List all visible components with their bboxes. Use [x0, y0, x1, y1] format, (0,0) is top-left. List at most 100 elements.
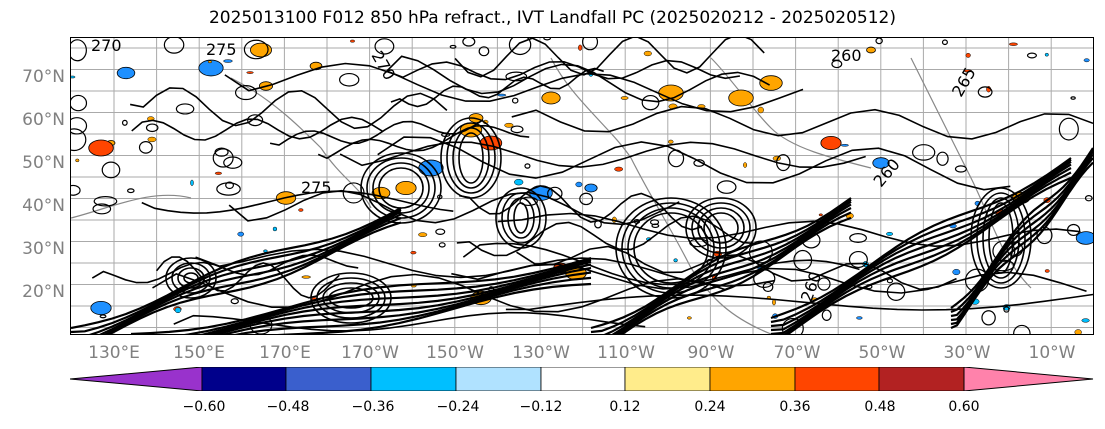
refractivity-patch: [301, 275, 311, 279]
ivt-contour: [1058, 117, 1079, 141]
refractivity-patch: [818, 213, 823, 217]
lat-label: 60°N: [22, 110, 65, 130]
refractivity-patch: [575, 181, 583, 188]
ivt-contour: [1026, 52, 1037, 59]
ivt-contour: [310, 272, 392, 324]
refractivity-patch: [214, 171, 222, 175]
ivt-contour: [793, 249, 813, 271]
ivt-contour: [831, 59, 843, 69]
refractivity-patch: [90, 300, 112, 316]
ivt-contour: [603, 200, 852, 334]
ivt-contour: [697, 207, 745, 249]
ivt-contour: [184, 258, 592, 334]
map-svg: 270 275 270 260 265 260 260 275: [71, 38, 1093, 334]
ivt-contour: [488, 286, 495, 293]
ivt-contour: [641, 94, 660, 111]
ivt-contour: [438, 242, 446, 248]
ivt-contour: [121, 119, 128, 126]
ivt-contour: [495, 187, 547, 249]
map-title: 2025013100 F012 850 hPa refract., IVT La…: [208, 8, 896, 28]
refractivity-patch: [1081, 318, 1090, 323]
colorbar-tick-label: −0.60: [182, 399, 226, 415]
refractivity-patch: [1044, 52, 1049, 57]
ivt-contour: [208, 263, 592, 334]
refractivity-patch: [687, 316, 692, 320]
ivt-contour: [101, 161, 121, 179]
ivt-contour: [685, 197, 757, 259]
ivt-contour: [71, 128, 87, 152]
ivt-contour: [781, 317, 804, 334]
ivt-contour: [129, 87, 448, 130]
ivt-contour: [269, 119, 484, 146]
ivt-contour: [127, 188, 135, 194]
ivt-contour: [886, 282, 906, 301]
ivt-contour: [99, 314, 107, 319]
colorbar-tick-label: −0.12: [519, 399, 563, 415]
ivt-contour: [716, 180, 737, 194]
ivt-contour: [91, 254, 359, 284]
ivt-contour: [693, 159, 705, 167]
ivt-contour: [627, 207, 715, 289]
colorbar-cell: [70, 367, 203, 391]
ivt-contour: [579, 192, 594, 206]
refractivity-patch: [116, 66, 136, 80]
refractivity-patch: [840, 143, 849, 147]
ivt-contour: [519, 196, 538, 207]
ivt-contour: [107, 221, 402, 334]
refractivity-patch: [497, 93, 507, 97]
ivt-contour: [1084, 195, 1093, 202]
refractivity-patch: [952, 268, 961, 276]
refractivity-patch: [772, 299, 776, 306]
ivt-contour: [786, 176, 1072, 334]
refractivity-patch: [872, 157, 890, 169]
ivt-contour: [366, 157, 436, 219]
ivt-contour: [234, 276, 592, 334]
refractivity-patch: [820, 135, 842, 151]
colorbar-cell: [201, 367, 287, 391]
map-panel: 270 275 270 260 265 260 260 275: [70, 37, 1094, 335]
lon-label: 50°W: [858, 343, 906, 363]
lon-label: 170°E: [259, 343, 311, 363]
ivt-contour: [71, 208, 402, 334]
refractivity-patch: [728, 89, 754, 107]
ivt-contour: [590, 197, 852, 330]
ivt-contour: [590, 198, 852, 334]
ivt-contour: [360, 152, 442, 224]
refractivity-patch: [886, 231, 894, 236]
ivt-contour: [152, 273, 726, 313]
refractivity-patch: [866, 46, 876, 54]
ivt-contour: [1013, 324, 1031, 334]
ivt-contour: [753, 269, 776, 288]
ivt-contour: [200, 260, 592, 334]
ivt-contour: [990, 259, 1015, 272]
ivt-contour: [524, 163, 531, 169]
ivt-contour: [454, 38, 765, 78]
refractivity-patch: [246, 71, 254, 74]
ivt-contour: [981, 310, 996, 326]
ivt-contour: [225, 181, 235, 190]
ivt-contour: [163, 38, 185, 54]
ivt-contour: [1066, 223, 1081, 237]
ivt-contour: [89, 210, 402, 334]
ivt-contour: [982, 197, 1020, 279]
ivt-contour: [1070, 96, 1076, 100]
colorbar-cell: [285, 367, 372, 391]
ivt-contour: [478, 46, 490, 57]
ivt-contour: [339, 141, 866, 169]
lon-label: 10°W: [1028, 343, 1076, 363]
lat-label: 70°N: [22, 67, 65, 87]
contour-label: 275: [301, 178, 332, 197]
ivt-contour: [936, 151, 949, 166]
ivt-contour: [992, 240, 1016, 262]
ivt-contour: [875, 38, 883, 45]
ivt-contour: [130, 256, 592, 334]
ivt-contour: [462, 38, 476, 47]
ivt-contour: [99, 213, 402, 334]
ivt-contour: [440, 117, 502, 199]
ivt-contour: [131, 116, 384, 141]
refractivity-patch: [395, 180, 417, 196]
ivt-contour: [513, 202, 529, 234]
colorbar-cell: [624, 367, 711, 391]
colorbar-tick-label: −0.24: [436, 399, 480, 415]
lon-label: 150°E: [173, 343, 225, 363]
